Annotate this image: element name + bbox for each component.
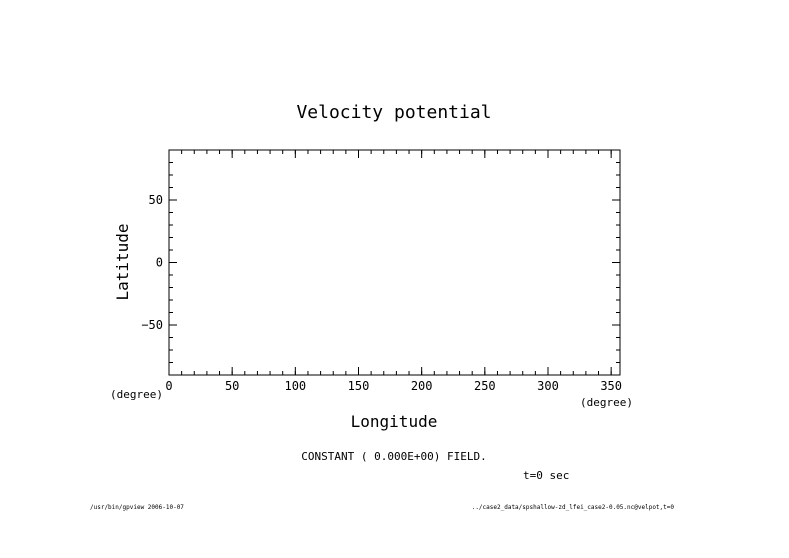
- x-tick-label: 300: [537, 379, 559, 393]
- y-unit-label: (degree): [110, 388, 163, 401]
- x-tick-label: 200: [411, 379, 433, 393]
- footer-left: /usr/bin/gpview 2006-10-07: [90, 504, 184, 511]
- x-tick-label: 50: [225, 379, 239, 393]
- x-unit-label: (degree): [580, 396, 633, 409]
- x-tick-label: 350: [600, 379, 622, 393]
- footer-right: ../case2_data/spshallow-zd_lfei_case2-0.…: [472, 504, 675, 511]
- plot-frame: [168, 149, 621, 376]
- y-tick-label: 50: [149, 193, 163, 207]
- x-tick-label: 0: [165, 379, 172, 393]
- x-tick-label: 100: [284, 379, 306, 393]
- x-tick-label: 250: [474, 379, 496, 393]
- x-axis-label: Longitude: [351, 412, 438, 431]
- tick-marks: [168, 149, 620, 376]
- y-tick-label: −50: [141, 318, 163, 332]
- x-tick-label: 150: [348, 379, 370, 393]
- constant-field-note: CONSTANT ( 0.000E+00) FIELD.: [301, 450, 486, 463]
- chart-title: Velocity potential: [296, 102, 491, 123]
- x-tick-labels: 0 50 100 150 200 250 300 350: [165, 379, 622, 393]
- time-label: t=0 sec: [523, 469, 569, 482]
- y-axis-label: Latitude: [113, 223, 132, 300]
- y-tick-label: 0: [156, 256, 163, 270]
- y-tick-labels: 50 0 −50: [141, 193, 163, 332]
